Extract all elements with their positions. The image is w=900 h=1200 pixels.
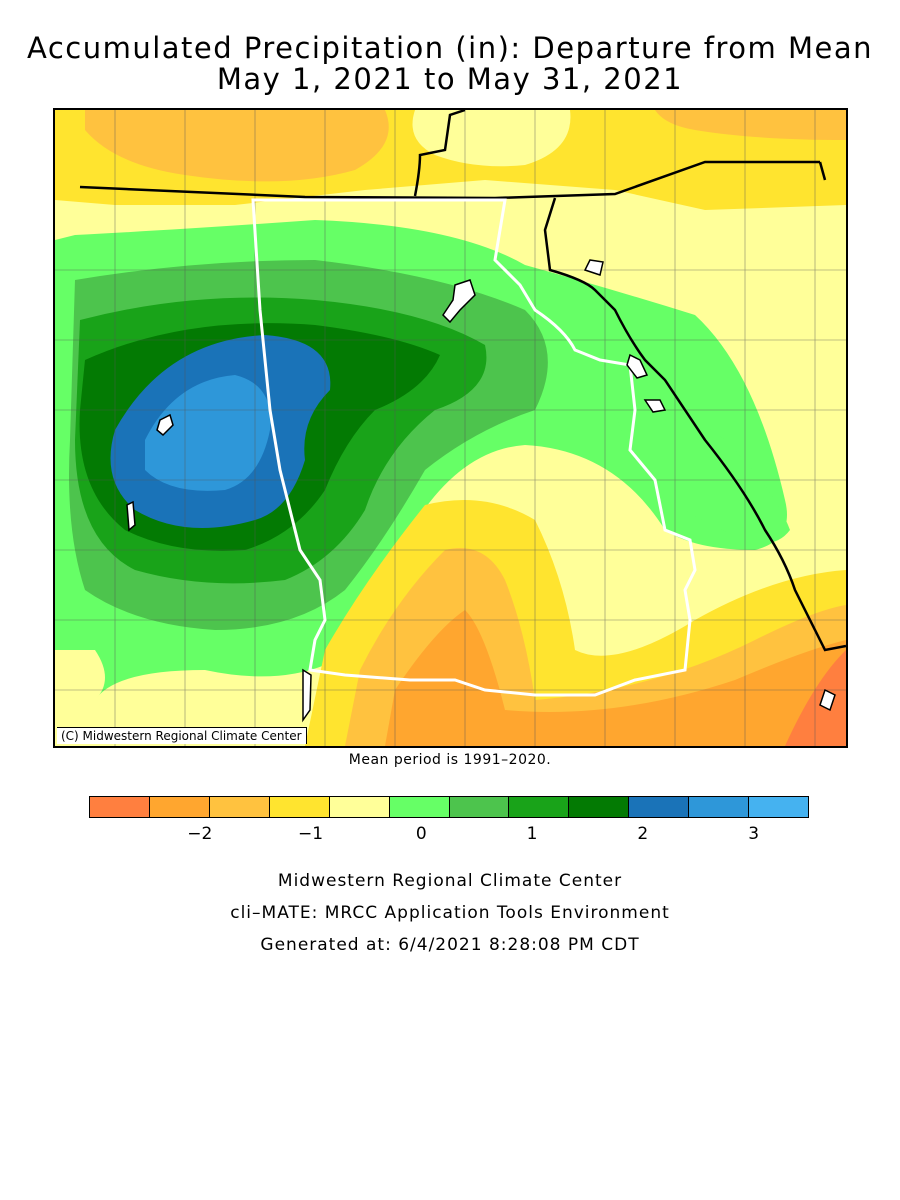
legend-color-cell — [149, 797, 210, 817]
map-canvas — [55, 110, 846, 746]
contour-blue-3-0 — [145, 375, 271, 491]
state-boundary-highlight — [251, 198, 697, 697]
legend-color-cell — [749, 797, 809, 817]
color-legend-bar — [89, 796, 809, 818]
legend-color-cell — [329, 797, 390, 817]
copyright-label: (C) Midwestern Regional Climate Center — [57, 727, 307, 744]
precipitation-departure-map: (C) Midwestern Regional Climate Center — [53, 108, 848, 748]
contour-yellow-gap-center — [412, 110, 571, 167]
footer-organization: Midwestern Regional Climate Center — [277, 871, 623, 891]
contour-green-east — [615, 408, 790, 544]
map-title: Accumulated Precipitation (in): Departur… — [26, 31, 874, 65]
contour-deep-orange-southeast — [785, 650, 846, 746]
state-borders — [79, 110, 846, 652]
legend-tick-label: 3 — [748, 824, 760, 844]
contour-orange-south — [385, 610, 846, 746]
county-lines — [55, 110, 846, 746]
water-bodies — [126, 259, 836, 723]
mean-period-note: Mean period is 1991–2020. — [348, 752, 552, 768]
legend-color-cell — [269, 797, 330, 817]
contour-yellow-west-south — [55, 650, 100, 746]
map-date-range: May 1, 2021 to May 31, 2021 — [216, 62, 684, 96]
legend-color-cell — [90, 797, 150, 817]
legend-color-cell — [389, 797, 450, 817]
legend-color-cell — [629, 797, 690, 817]
legend-color-cell — [689, 797, 750, 817]
contour-lightorange-north-east — [655, 110, 846, 140]
footer-generated-time: Generated at: 6/4/2021 8:28:08 PM CDT — [260, 935, 640, 955]
legend-tick-label: −2 — [187, 824, 213, 844]
legend-tick-label: 0 — [415, 824, 427, 844]
legend-color-cell — [449, 797, 510, 817]
legend-tick-label: 2 — [637, 824, 649, 844]
legend-tick-label: 1 — [526, 824, 538, 844]
footer-application: cli–MATE: MRCC Application Tools Environ… — [230, 903, 670, 923]
legend-color-cell — [209, 797, 270, 817]
legend-tick-label: −1 — [298, 824, 324, 844]
legend-color-cell — [509, 797, 570, 817]
contour-lightorange-north-west — [85, 110, 389, 182]
legend-color-cell — [569, 797, 630, 817]
